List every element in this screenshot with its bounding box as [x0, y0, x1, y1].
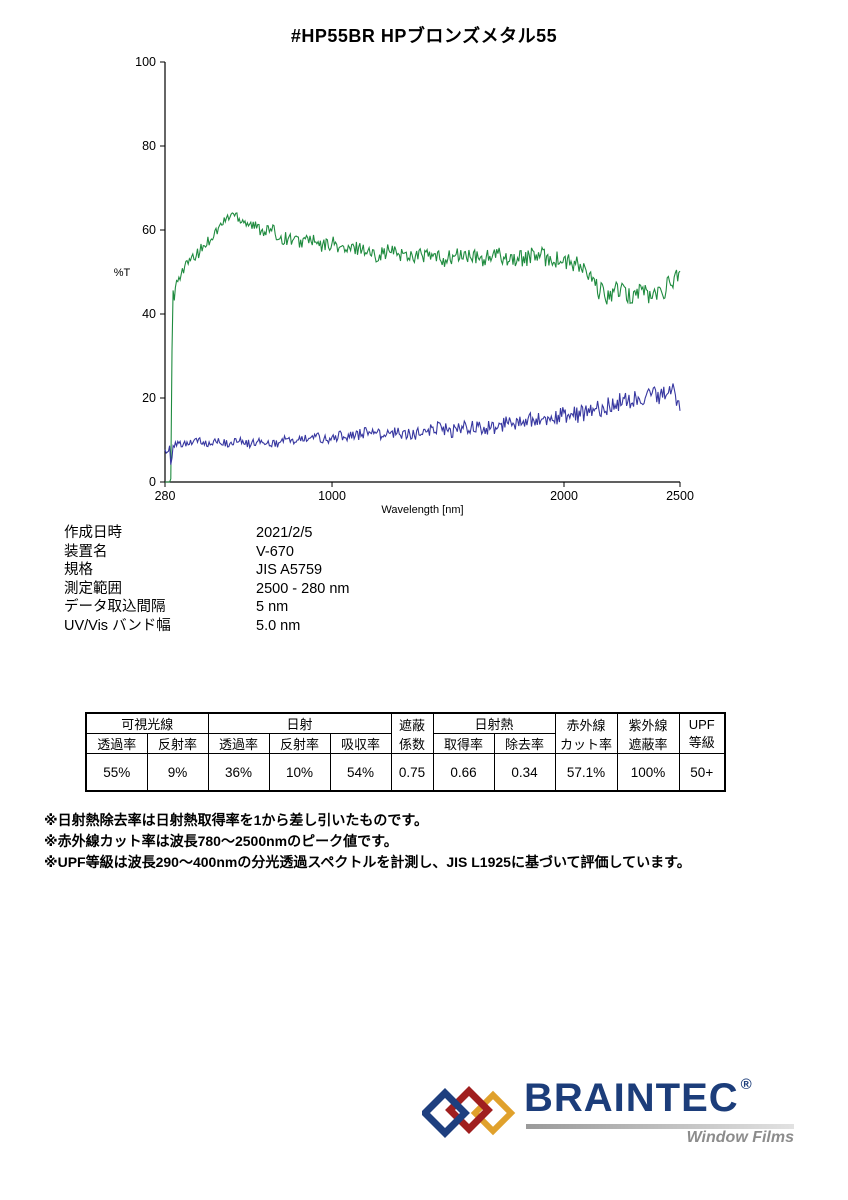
meta-value: 2500 - 280 nm: [256, 580, 350, 597]
uv-label-line1: 紫外線: [628, 717, 668, 733]
registered-mark: ®: [740, 1076, 753, 1093]
y-tick-label: 0: [149, 475, 156, 489]
subheader-solar-reflectance: 反射率: [268, 733, 331, 754]
x-axis-label: Wavelength [nm]: [381, 504, 463, 516]
col-group-visible-light: 可視光線: [85, 712, 209, 734]
ir-label-line1: 赤外線: [566, 717, 606, 733]
x-tick-label: 1000: [318, 489, 346, 503]
meta-row-created: 作成日時 2021/2/5: [64, 524, 350, 543]
value-uv-block: 100%: [616, 753, 680, 792]
subheader-solar-absorptance: 吸収率: [329, 733, 392, 754]
series-transmittance: [165, 212, 681, 483]
value-solar-absorptance: 54%: [329, 753, 392, 792]
subheader-heat-gain: 取得率: [432, 733, 495, 754]
meta-row-interval: データ取込間隔 5 nm: [64, 598, 350, 617]
col-group-ir-cut: 赤外線 カット率: [554, 712, 618, 754]
subheader-solar-transmittance: 透過率: [207, 733, 270, 754]
x-tick-label: 2500: [666, 489, 694, 503]
spectral-chart: 0 20 40 60 80 100 280 1000 2000 2500 Wavelength [n…: [114, 55, 694, 516]
col-group-solar: 日射: [207, 712, 392, 734]
upf-label-line1: UPF: [688, 716, 715, 732]
uv-label-line2: 遮蔽率: [628, 736, 668, 752]
y-axis-label: %T: [114, 267, 131, 279]
col-group-solar-heat: 日射熱: [432, 712, 556, 734]
value-vis-reflectance: 9%: [146, 753, 209, 792]
logo-diamonds-icon: [422, 1086, 516, 1138]
footnotes: ※日射熱除去率は日射熱取得率を1から差し引いたものです。 ※赤外線カット率は波長…: [44, 810, 691, 873]
col-group-uv-block: 紫外線 遮蔽率: [616, 712, 680, 754]
meta-label: UV/Vis バンド幅: [64, 617, 171, 634]
page-title: #HP55BR HPブロンズメタル55: [290, 26, 558, 46]
brand-divider: [526, 1124, 794, 1129]
meta-label: 規格: [64, 562, 93, 578]
x-tick-label: 2000: [550, 489, 578, 503]
col-group-shading-coefficient: 遮蔽 係数: [390, 712, 434, 754]
ir-label-line2: カット率: [559, 736, 612, 752]
subheader-vis-transmittance: 透過率: [85, 733, 148, 754]
series-reflectance: [164, 383, 681, 465]
y-tick-label: 40: [142, 307, 156, 321]
meta-value: JIS A5759: [256, 562, 323, 578]
brand-text: BRAINTEC ®: [524, 1076, 753, 1121]
upf-label-line2: 等級: [688, 734, 715, 750]
meta-label: 測定範囲: [64, 580, 122, 597]
meta-label: 作成日時: [64, 525, 122, 541]
value-solar-reflectance: 10%: [268, 753, 331, 792]
meta-value: 5.0 nm: [256, 617, 301, 634]
measurement-metadata: 作成日時 2021/2/5 装置名 V-670 規格 JIS A5759 測定範…: [64, 524, 350, 635]
footnote-2: ※赤外線カット率は波長780〜2500nmのピーク値です。: [44, 833, 398, 849]
value-heat-rejection: 0.34: [493, 753, 556, 792]
y-tick-label: 20: [142, 391, 156, 405]
optical-spec-table: 可視光線 日射 遮蔽 係数 日射熱 赤外線 カット率 紫外線 遮蔽率 UPF 等…: [85, 712, 726, 792]
subheader-heat-rejection: 除去率: [493, 733, 556, 754]
logo-diamond: [422, 1088, 470, 1138]
meta-row-instrument: 装置名 V-670: [64, 543, 350, 562]
value-shading-coefficient: 0.75: [390, 753, 434, 792]
meta-value: 5 nm: [256, 599, 289, 615]
meta-label: 装置名: [64, 543, 108, 560]
value-solar-transmittance: 36%: [207, 753, 270, 792]
meta-row-range: 測定範囲 2500 - 280 nm: [64, 580, 350, 599]
col-group-upf: UPF 等級: [678, 712, 726, 754]
meta-row-bandwidth: UV/Vis バンド幅 5.0 nm: [64, 617, 350, 636]
footnote-3: ※UPF等級は波長290〜400nmの分光透過スペクトルを計測し、JIS L19…: [44, 854, 691, 870]
brand-name: BRAINTEC: [524, 1076, 739, 1120]
value-vis-transmittance: 55%: [85, 753, 148, 792]
subheader-vis-reflectance: 反射率: [146, 733, 209, 754]
meta-value: V-670: [256, 543, 294, 560]
shading-label-line1: 遮蔽: [398, 717, 425, 733]
meta-label: データ取込間隔: [64, 599, 166, 615]
y-tick-label: 60: [142, 223, 156, 237]
meta-value: 2021/2/5: [256, 525, 313, 541]
y-tick-label: 80: [142, 139, 156, 153]
shading-label-line2: 係数: [398, 736, 425, 752]
footnote-1: ※日射熱除去率は日射熱取得率を1から差し引いたものです。: [44, 812, 428, 828]
braintec-logo: BRAINTEC ® Window Films: [420, 1076, 796, 1148]
brand-tagline: Window Films: [686, 1129, 794, 1146]
y-tick-label: 100: [135, 55, 156, 69]
meta-row-standard: 規格 JIS A5759: [64, 561, 350, 580]
value-upf: 50+: [678, 753, 726, 792]
x-tick-label: 280: [155, 489, 176, 503]
value-ir-cut: 57.1%: [554, 753, 618, 792]
value-heat-gain: 0.66: [432, 753, 495, 792]
